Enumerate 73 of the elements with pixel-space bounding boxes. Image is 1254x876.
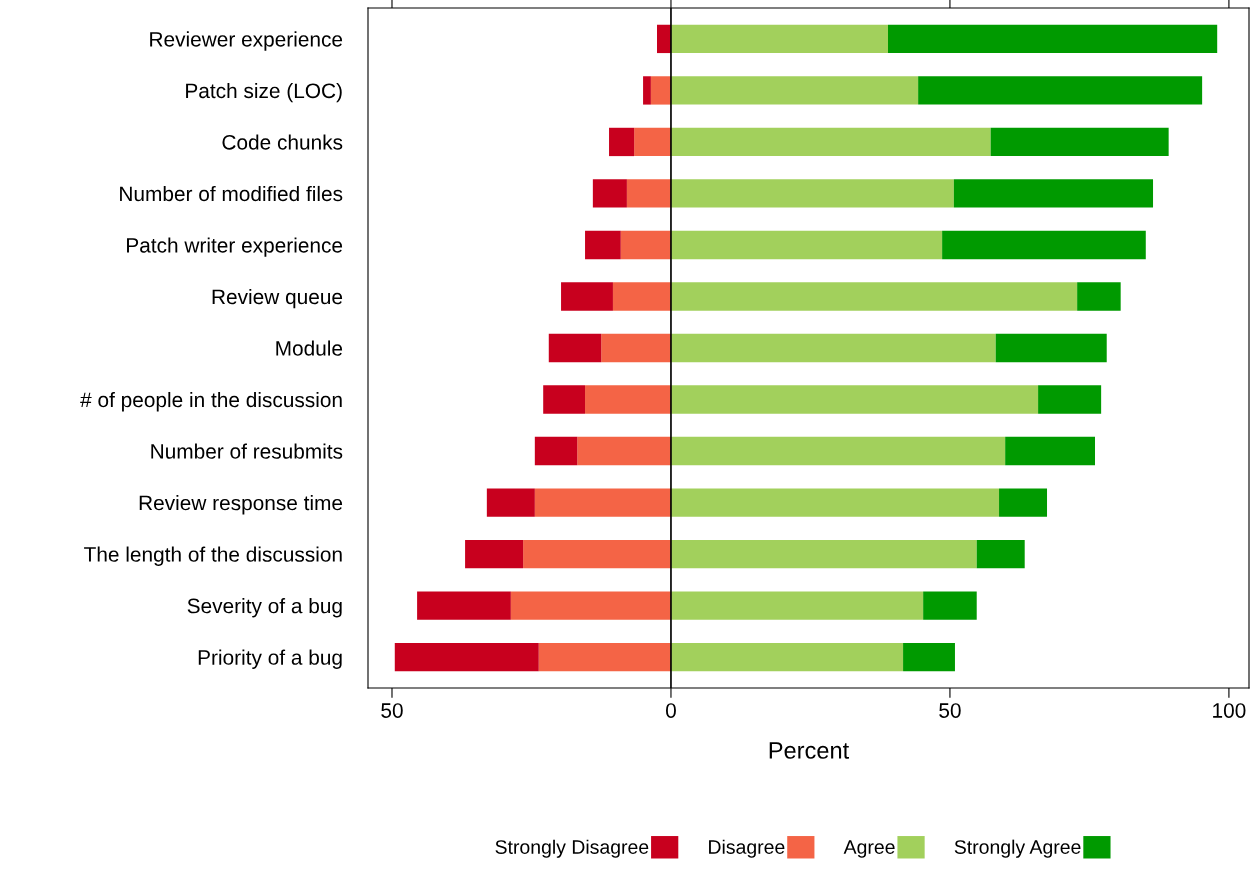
y-tick-label: Priority of a bug: [198, 649, 342, 669]
bar: [486, 488, 535, 517]
y-tick-label: Review queue: [212, 288, 343, 309]
bar: [670, 179, 954, 208]
bar: [923, 591, 977, 620]
bar: [670, 282, 1078, 311]
bar: [942, 230, 1146, 260]
y-tick-label: Code chunks: [222, 134, 343, 150]
y-tick-label: The length of the discussion: [84, 546, 342, 566]
y-tick-label: Patch writer experience: [127, 237, 343, 257]
bar: [670, 436, 1006, 466]
bar: [670, 488, 1000, 517]
bar: [585, 230, 621, 260]
x-axis-title: Percent: [769, 742, 850, 759]
x-tick-label: 50: [939, 703, 961, 718]
bar: [670, 591, 924, 620]
bar: [1077, 282, 1121, 311]
bar: [1038, 385, 1102, 414]
bar: [670, 385, 1039, 414]
bar: [953, 179, 1154, 208]
bar: [577, 436, 671, 466]
y-tick-label: Number of modified files: [120, 185, 343, 202]
bar: [561, 282, 613, 311]
bar: [534, 488, 671, 517]
x-tick-label: 50: [381, 703, 403, 718]
bar: [626, 179, 671, 208]
bar: [609, 127, 635, 157]
bar: [670, 76, 919, 105]
bar: [585, 385, 671, 414]
bar: [670, 24, 889, 54]
legend-label: Strongly Agree: [954, 839, 1081, 858]
y-tick-label: Review response time: [139, 495, 343, 515]
bar: [995, 333, 1107, 363]
bar: [888, 24, 1218, 54]
bar: [634, 127, 671, 157]
bar: [523, 539, 671, 569]
bar: [990, 127, 1169, 157]
bar: [657, 24, 671, 54]
y-tick-label: Patch size (LOC): [186, 82, 342, 103]
bar: [670, 333, 996, 363]
bar: [918, 76, 1203, 105]
bar: [643, 76, 651, 105]
bar: [1005, 436, 1096, 466]
bar: [548, 333, 602, 363]
bar: [903, 642, 955, 672]
bar: [510, 591, 671, 620]
bar: [538, 642, 671, 672]
bar: [465, 539, 524, 569]
y-tick-label: Severity of a bug: [187, 598, 342, 618]
legend-label: Agree: [843, 840, 895, 858]
bar: [620, 230, 671, 260]
x-tick-label: 100: [1213, 703, 1246, 718]
bar: [601, 333, 671, 363]
y-tick-label: # of people in the discussion: [80, 391, 342, 412]
x-tick-label: 0: [665, 703, 676, 718]
y-tick-label: Number of resubmits: [151, 443, 343, 459]
bar: [650, 76, 671, 105]
bar: [976, 539, 1025, 569]
bar: [543, 385, 586, 414]
y-tick-label: Module: [276, 340, 343, 356]
bar: [670, 539, 977, 569]
legend-label: Disagree: [709, 839, 785, 858]
bar: [394, 642, 539, 672]
bar: [612, 282, 671, 311]
bar: [670, 230, 943, 260]
bar: [670, 642, 904, 672]
bar: [592, 179, 627, 208]
legend-label: Strongly Disagree: [495, 839, 649, 858]
bar: [999, 488, 1048, 517]
bar: [670, 127, 991, 157]
bar: [534, 436, 578, 466]
bar: [417, 591, 511, 620]
y-tick-label: Reviewer experience: [150, 31, 343, 51]
